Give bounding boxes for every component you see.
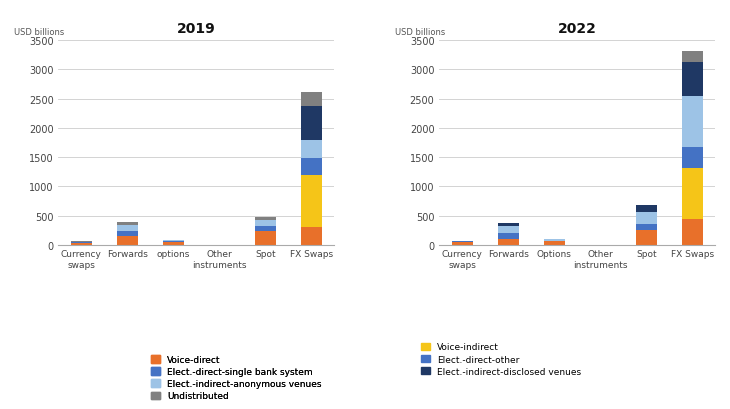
Bar <box>636 225 657 230</box>
Bar <box>255 227 276 231</box>
Bar <box>301 228 322 245</box>
Bar <box>255 220 276 227</box>
Bar <box>452 242 472 245</box>
Bar <box>498 226 519 234</box>
Bar <box>71 243 92 245</box>
Bar <box>498 224 519 226</box>
Bar <box>636 212 657 225</box>
Bar <box>117 222 138 225</box>
Bar <box>301 140 322 158</box>
Text: USD billions: USD billions <box>395 28 445 37</box>
Bar <box>163 240 184 241</box>
Bar <box>117 231 138 236</box>
Bar <box>301 106 322 140</box>
Bar <box>498 234 519 240</box>
Bar <box>682 97 703 148</box>
Bar <box>682 168 703 219</box>
Legend: Voice-indirect, Elect.-direct-other, Elect.-indirect-disclosed venues: Voice-indirect, Elect.-direct-other, Ele… <box>420 343 581 376</box>
Bar <box>163 241 184 242</box>
Bar <box>498 240 519 245</box>
Bar <box>301 175 322 228</box>
Bar <box>544 241 565 242</box>
Bar <box>163 242 184 245</box>
Title: 2019: 2019 <box>177 22 216 36</box>
Legend: Voice-direct, Elect.-direct-single bank system, Elect.-indirect-anonymous venues: Voice-direct, Elect.-direct-single bank … <box>150 355 321 400</box>
Bar <box>117 236 138 245</box>
Bar <box>682 63 703 97</box>
Bar <box>544 240 565 241</box>
Text: USD billions: USD billions <box>14 28 64 37</box>
Bar <box>301 93 322 106</box>
Bar <box>255 217 276 220</box>
Title: 2022: 2022 <box>558 22 597 36</box>
Bar <box>117 225 138 231</box>
Bar <box>636 230 657 245</box>
Bar <box>682 148 703 168</box>
Bar <box>255 231 276 245</box>
Bar <box>636 205 657 212</box>
Bar <box>682 219 703 245</box>
Bar <box>71 242 92 243</box>
Bar <box>682 52 703 63</box>
Bar <box>301 158 322 175</box>
Bar <box>544 242 565 245</box>
